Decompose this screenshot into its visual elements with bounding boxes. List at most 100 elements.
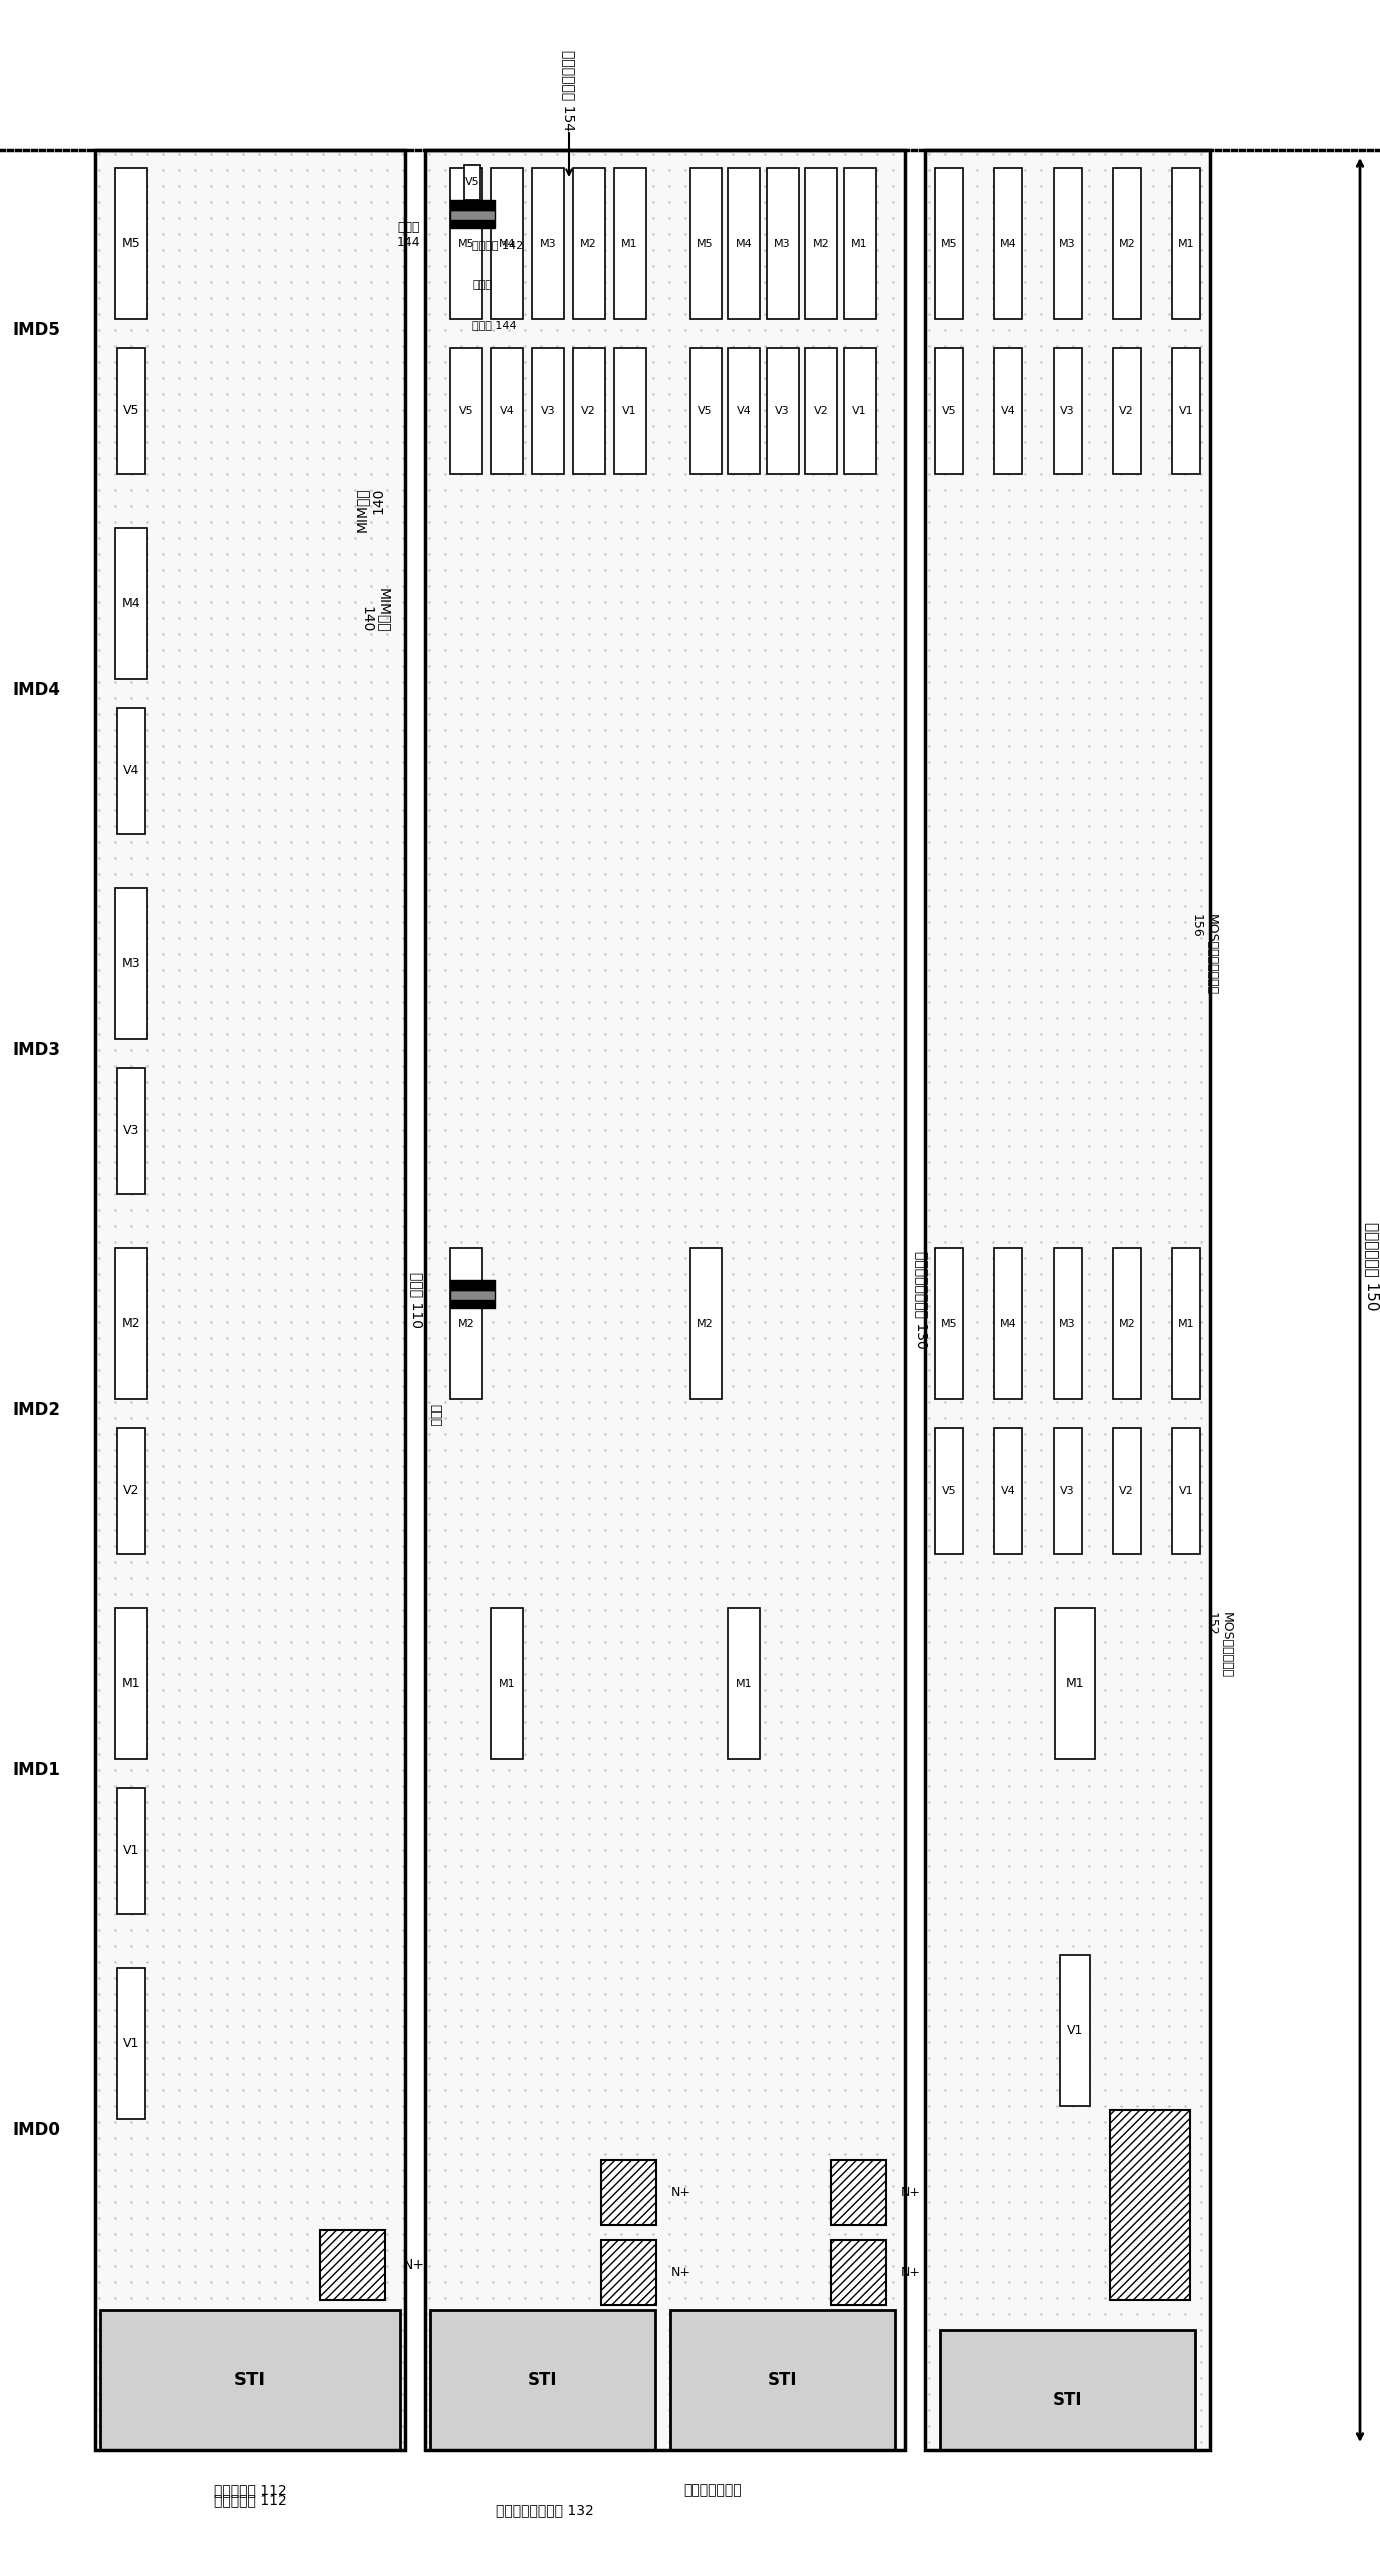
Text: M5: M5 — [941, 1319, 958, 1329]
Text: 多晶硬接触件 154: 多晶硬接触件 154 — [562, 49, 575, 131]
Text: V1: V1 — [853, 405, 867, 416]
Text: V2: V2 — [1119, 1486, 1134, 1496]
Text: V4: V4 — [123, 765, 139, 777]
Text: V1: V1 — [622, 405, 638, 416]
Text: M5: M5 — [697, 239, 713, 249]
Bar — [117, 1789, 145, 1914]
Text: M5: M5 — [941, 239, 958, 249]
Text: N+: N+ — [901, 2186, 920, 2199]
Bar — [1053, 349, 1082, 475]
Bar — [994, 1429, 1023, 1555]
Bar — [117, 349, 145, 475]
Text: M1: M1 — [1065, 1678, 1085, 1691]
Bar — [320, 2230, 385, 2299]
Bar — [831, 2161, 886, 2225]
Text: M4: M4 — [498, 239, 515, 249]
Bar — [614, 167, 646, 318]
Text: IMD4: IMD4 — [12, 680, 59, 698]
Bar — [115, 888, 148, 1039]
Bar — [843, 349, 875, 475]
Text: M1: M1 — [121, 1678, 141, 1691]
Bar — [491, 1609, 523, 1760]
Bar — [925, 149, 1210, 2451]
Text: V1: V1 — [1179, 1486, 1194, 1496]
Text: M3: M3 — [121, 957, 141, 970]
Bar — [1172, 1429, 1201, 1555]
Text: N+: N+ — [901, 2266, 920, 2279]
Bar — [936, 1429, 963, 1555]
Bar — [95, 149, 404, 2451]
Text: IMD5: IMD5 — [12, 321, 59, 339]
Text: V2: V2 — [123, 1486, 139, 1499]
Text: M2: M2 — [1118, 239, 1136, 249]
Text: V1: V1 — [1179, 405, 1194, 416]
Bar — [117, 1968, 145, 2120]
Bar — [936, 167, 963, 318]
Text: V5: V5 — [941, 1486, 956, 1496]
Text: MOS去耦电容器
152: MOS去耦电容器 152 — [1205, 1611, 1232, 1678]
Text: M5: M5 — [458, 239, 475, 249]
Text: 下电极
144: 下电极 144 — [396, 221, 420, 249]
Text: M1: M1 — [1177, 239, 1194, 249]
Bar — [936, 1247, 963, 1398]
Bar — [450, 221, 495, 228]
Bar — [1112, 1247, 1141, 1398]
Bar — [843, 167, 875, 318]
Text: M3: M3 — [1060, 239, 1076, 249]
Bar — [115, 167, 148, 318]
Text: STI: STI — [767, 2371, 798, 2389]
Bar — [531, 349, 564, 475]
Bar — [690, 349, 722, 475]
Text: V2: V2 — [1119, 405, 1134, 416]
Bar — [614, 349, 646, 475]
Bar — [573, 349, 604, 475]
Bar — [994, 349, 1023, 475]
Bar — [729, 167, 760, 318]
Bar — [531, 167, 564, 318]
Bar — [671, 2309, 896, 2451]
Text: M1: M1 — [498, 1678, 515, 1688]
Bar — [450, 167, 482, 318]
Bar — [117, 1429, 145, 1555]
Text: V3: V3 — [541, 405, 555, 416]
Text: V4: V4 — [737, 405, 752, 416]
Bar — [1172, 167, 1201, 318]
Bar — [117, 708, 145, 834]
Text: V5: V5 — [465, 177, 479, 187]
Text: V5: V5 — [458, 405, 473, 416]
Bar — [729, 1609, 760, 1760]
Text: M2: M2 — [581, 239, 598, 249]
Text: V1: V1 — [1067, 2025, 1083, 2037]
Bar — [491, 349, 523, 475]
Bar — [1054, 1609, 1094, 1760]
Bar — [994, 167, 1023, 318]
Text: M3: M3 — [540, 239, 556, 249]
Bar — [425, 149, 905, 2451]
Bar — [117, 1067, 145, 1193]
Text: M2: M2 — [1118, 1319, 1136, 1329]
Bar — [450, 200, 495, 210]
Bar — [994, 1247, 1023, 1398]
Text: 电源线: 电源线 — [429, 1404, 442, 1427]
Bar — [450, 210, 495, 221]
Text: MIM结构
140: MIM结构 140 — [360, 588, 391, 631]
Bar — [1112, 1429, 1141, 1555]
Bar — [925, 149, 1210, 2451]
Text: M2: M2 — [121, 1316, 141, 1329]
Bar — [450, 1301, 495, 1309]
Text: V3: V3 — [123, 1124, 139, 1137]
Text: V4: V4 — [1000, 405, 1016, 416]
Bar — [1172, 1247, 1201, 1398]
Bar — [805, 167, 838, 318]
Bar — [767, 349, 799, 475]
Bar — [450, 1291, 495, 1301]
Text: STI: STI — [1053, 2392, 1082, 2409]
Text: N+: N+ — [403, 2258, 425, 2271]
Bar — [99, 2309, 400, 2451]
Bar — [115, 529, 148, 680]
Text: 下电极 144: 下电极 144 — [472, 321, 518, 331]
Bar — [450, 1280, 495, 1291]
Text: 逻辑区 110: 逻辑区 110 — [410, 1273, 424, 1329]
Text: M1: M1 — [851, 239, 868, 249]
Bar — [831, 2240, 886, 2304]
